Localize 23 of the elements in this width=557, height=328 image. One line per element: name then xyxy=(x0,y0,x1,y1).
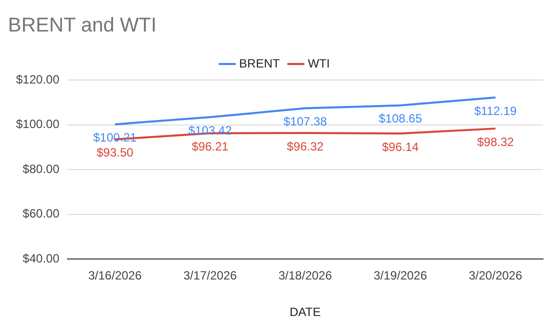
y-tick-label: $40.00 xyxy=(22,252,60,266)
data-label: $96.32 xyxy=(286,139,324,154)
y-tick-label: $100.00 xyxy=(16,117,60,132)
x-tick-label: 3/17/2026 xyxy=(183,268,238,283)
y-tick-label: $60.00 xyxy=(22,206,60,221)
x-tick-label: 3/19/2026 xyxy=(374,268,428,283)
data-label: $93.50 xyxy=(96,146,134,160)
data-label: $112.19 xyxy=(474,104,517,118)
data-label: $108.65 xyxy=(378,112,422,126)
y-tick-label: $120.00 xyxy=(16,72,60,86)
x-axis-title: DATE xyxy=(290,305,321,320)
data-label: $100.21 xyxy=(93,130,137,145)
data-label: $96.14 xyxy=(382,140,419,154)
data-label: $96.21 xyxy=(192,140,229,154)
x-tick-label: 3/18/2026 xyxy=(278,268,332,283)
legend-label: BRENT xyxy=(239,56,281,70)
legend-label: WTI xyxy=(308,56,330,70)
data-label: $107.38 xyxy=(283,114,328,129)
y-tick-label: $80.00 xyxy=(22,162,60,176)
chart-title: BRENT and WTI xyxy=(8,14,157,37)
data-label: $98.32 xyxy=(477,134,514,149)
x-tick-label: 3/16/2026 xyxy=(88,268,142,283)
x-tick-label: 3/20/2026 xyxy=(468,268,522,283)
